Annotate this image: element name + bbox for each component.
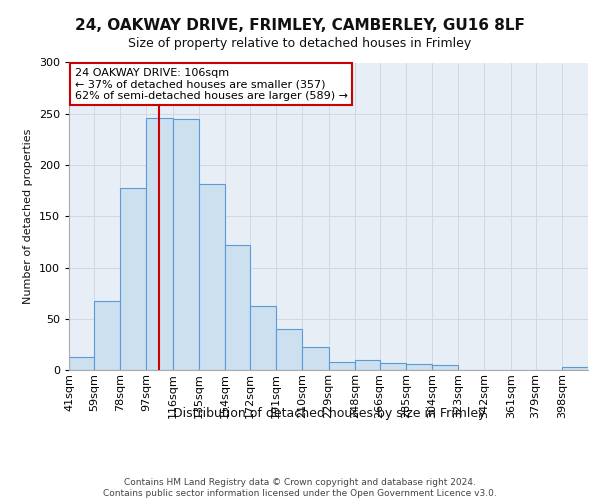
Bar: [250, 306, 276, 370]
Bar: [562, 367, 588, 370]
Text: Size of property relative to detached houses in Frimley: Size of property relative to detached ho…: [128, 38, 472, 51]
Text: 24 OAKWAY DRIVE: 106sqm
← 37% of detached houses are smaller (357)
62% of semi-d: 24 OAKWAY DRIVE: 106sqm ← 37% of detache…: [74, 68, 347, 101]
Bar: [329, 362, 355, 370]
Bar: [69, 356, 94, 370]
Bar: [146, 118, 173, 370]
Bar: [199, 184, 225, 370]
Bar: [225, 245, 250, 370]
Text: 24, OAKWAY DRIVE, FRIMLEY, CAMBERLEY, GU16 8LF: 24, OAKWAY DRIVE, FRIMLEY, CAMBERLEY, GU…: [75, 18, 525, 32]
Text: Distribution of detached houses by size in Frimley: Distribution of detached houses by size …: [173, 408, 485, 420]
Bar: [432, 365, 458, 370]
Bar: [302, 348, 329, 370]
Text: Contains HM Land Registry data © Crown copyright and database right 2024.
Contai: Contains HM Land Registry data © Crown c…: [103, 478, 497, 498]
Bar: [173, 119, 199, 370]
Y-axis label: Number of detached properties: Number of detached properties: [23, 128, 33, 304]
Bar: [120, 188, 146, 370]
Bar: [406, 364, 432, 370]
Bar: [276, 329, 302, 370]
Bar: [94, 302, 120, 370]
Bar: [380, 363, 406, 370]
Bar: [355, 360, 380, 370]
